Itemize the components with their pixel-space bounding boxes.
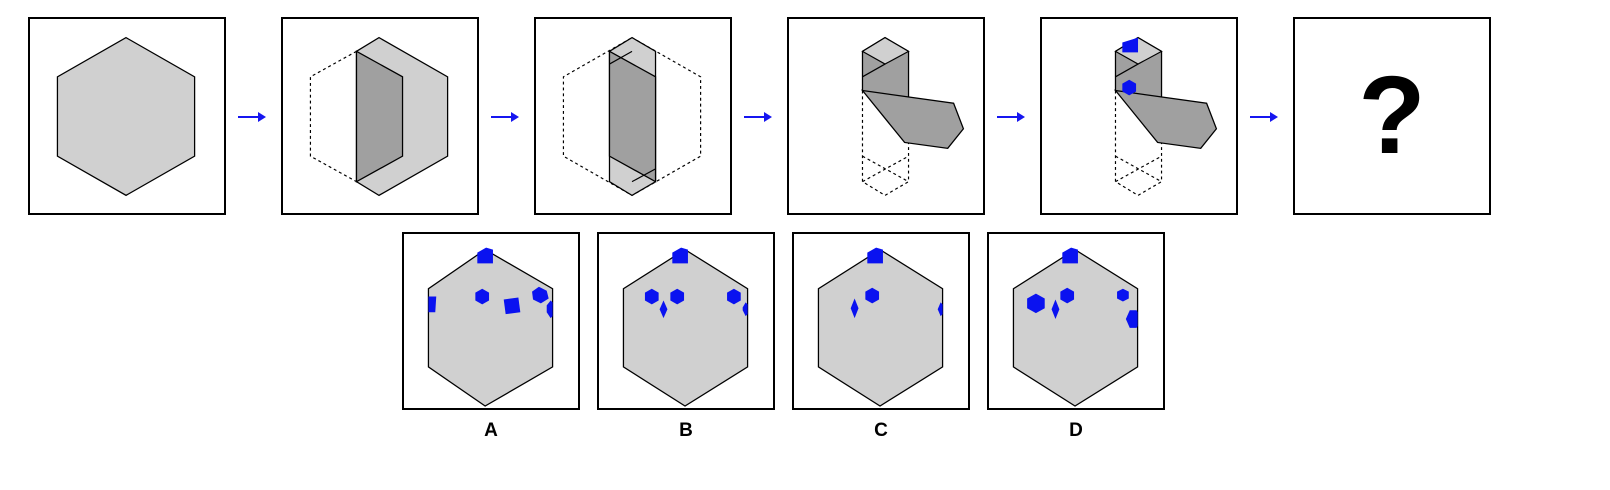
arrow-icon <box>1250 112 1278 122</box>
step-5-panel <box>1040 17 1238 215</box>
step-1-figure <box>56 36 196 197</box>
fold-outline-dashed <box>1114 89 1163 197</box>
diamond-hole-icon <box>937 302 943 317</box>
step-2-figure <box>309 36 449 197</box>
square-hole-icon <box>672 247 688 264</box>
hexagon-paper <box>56 36 196 197</box>
hexagon-paper <box>1012 248 1139 407</box>
hexagon-paper <box>427 248 554 407</box>
folded-flap <box>860 89 965 150</box>
hexagon-hole-icon <box>670 288 685 305</box>
fold-outline-dashed <box>861 89 910 197</box>
hexagon-hole-icon <box>1027 293 1045 314</box>
square-hole-icon <box>503 297 521 315</box>
hexagon-paper <box>817 248 944 407</box>
folded-flap <box>355 50 404 183</box>
option-b-figure <box>622 247 749 407</box>
option-c-figure <box>817 247 944 407</box>
hexagon-hole-icon <box>742 302 748 317</box>
option-a-panel[interactable] <box>402 232 580 410</box>
step-2-panel <box>281 17 479 215</box>
diamond-hole-icon <box>850 298 859 319</box>
option-b-label[interactable]: B <box>679 420 693 441</box>
square-hole-icon <box>477 247 493 264</box>
hexagon-hole-icon <box>532 286 549 304</box>
option-a-label[interactable]: A <box>484 420 498 441</box>
hexagon-hole-icon <box>546 300 553 319</box>
folded-flap <box>1113 89 1218 150</box>
square-hole-icon <box>1122 37 1139 53</box>
step-1-panel <box>28 17 226 215</box>
hexagon-hole-icon <box>644 288 659 305</box>
option-b-panel[interactable] <box>597 232 775 410</box>
step-5-figure <box>1113 36 1218 197</box>
option-c-label[interactable]: C <box>874 420 888 441</box>
question-panel: ? <box>1293 17 1491 215</box>
arrow-icon <box>238 112 266 122</box>
square-hole-icon <box>867 247 883 264</box>
step-3-figure <box>562 36 702 197</box>
option-d-figure <box>1012 247 1139 407</box>
hexagon-hole-icon <box>865 287 880 304</box>
square-hole-icon <box>428 296 437 313</box>
step-4-figure <box>860 36 965 197</box>
hexagon-hole-icon <box>727 288 741 305</box>
option-d-panel[interactable] <box>987 232 1165 410</box>
hexagon-hole-icon <box>1122 79 1137 96</box>
hexagon-hole-icon <box>1060 287 1075 304</box>
option-c-panel[interactable] <box>792 232 970 410</box>
option-a-figure <box>427 247 554 407</box>
square-hole-icon <box>1062 247 1078 264</box>
arrow-icon <box>997 112 1025 122</box>
arrow-icon <box>744 112 772 122</box>
hexagon-hole-icon <box>475 288 490 305</box>
arrow-icon <box>491 112 519 122</box>
folded-strip <box>608 50 657 183</box>
hexagon-hole-icon <box>1125 310 1138 328</box>
option-d-label[interactable]: D <box>1069 420 1083 441</box>
fold-outline-dashed <box>309 50 357 183</box>
hexagon-hole-icon <box>1117 288 1129 302</box>
hexagon-paper <box>622 248 749 407</box>
diamond-hole-icon <box>1051 299 1060 320</box>
step-4-panel <box>787 17 985 215</box>
step-3-panel <box>534 17 732 215</box>
question-mark: ? <box>1358 54 1426 177</box>
